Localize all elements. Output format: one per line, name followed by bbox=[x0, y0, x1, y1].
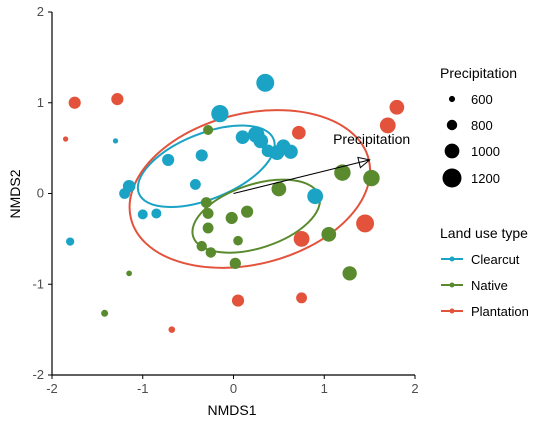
x-tick-label: 1 bbox=[321, 381, 328, 396]
point-native bbox=[334, 164, 351, 181]
point-clearcut bbox=[162, 153, 175, 166]
color-legend-label: Plantation bbox=[471, 304, 529, 319]
point-plantation bbox=[296, 292, 307, 304]
x-tick-label: 0 bbox=[230, 381, 237, 396]
size-legend-label: 1000 bbox=[471, 144, 500, 159]
point-plantation bbox=[293, 230, 310, 247]
point-clearcut bbox=[235, 130, 250, 145]
color-legend-dot bbox=[449, 256, 455, 262]
point-native bbox=[241, 205, 254, 218]
point-clearcut bbox=[137, 209, 148, 220]
vector-arrow-head bbox=[357, 156, 371, 169]
color-legend-title: Land use type bbox=[440, 225, 528, 241]
size-legend-label: 1200 bbox=[471, 171, 500, 186]
point-clearcut bbox=[195, 149, 208, 162]
point-plantation bbox=[356, 214, 375, 233]
y-ticks: -2 -1 0 1 2 bbox=[32, 4, 52, 382]
point-clearcut bbox=[269, 145, 285, 161]
color-legend-dot bbox=[449, 308, 455, 314]
x-ticks: -2 -1 0 1 2 bbox=[46, 375, 419, 396]
point-clearcut bbox=[66, 237, 75, 246]
point-plantation bbox=[292, 125, 306, 140]
data-points bbox=[62, 73, 405, 333]
size-legend-key bbox=[442, 168, 462, 188]
x-tick-label: -1 bbox=[137, 381, 149, 396]
point-clearcut bbox=[112, 138, 119, 144]
point-clearcut bbox=[151, 208, 162, 219]
point-clearcut bbox=[256, 73, 275, 92]
precipitation-vector: Precipitation bbox=[233, 131, 410, 194]
point-clearcut bbox=[253, 133, 269, 149]
point-native bbox=[271, 181, 287, 197]
size-legend: Precipitation 600 800 1000 1200 bbox=[440, 65, 517, 188]
point-native bbox=[229, 257, 241, 270]
size-legend-key bbox=[446, 119, 458, 131]
size-legend-label: 800 bbox=[471, 118, 493, 133]
point-native bbox=[203, 124, 214, 135]
color-legend: Land use type Clearcut Native Plantation bbox=[440, 225, 529, 319]
ellipse-clearcut bbox=[136, 124, 276, 208]
size-legend-title: Precipitation bbox=[440, 65, 517, 81]
size-legend-key bbox=[444, 143, 460, 159]
point-clearcut bbox=[307, 188, 324, 205]
y-tick-label: 0 bbox=[37, 186, 44, 201]
point-plantation bbox=[168, 326, 176, 333]
size-legend-label: 600 bbox=[471, 92, 493, 107]
point-native bbox=[196, 240, 207, 252]
size-legend-key bbox=[448, 95, 456, 103]
point-plantation bbox=[389, 99, 405, 115]
point-native bbox=[363, 169, 380, 187]
color-legend-label: Native bbox=[471, 278, 508, 293]
point-plantation bbox=[111, 93, 124, 106]
point-plantation bbox=[62, 136, 69, 142]
vector-label: Precipitation bbox=[333, 131, 410, 147]
point-native bbox=[101, 309, 109, 317]
y-tick-label: 2 bbox=[37, 4, 44, 19]
point-native bbox=[342, 266, 357, 281]
point-native bbox=[126, 270, 132, 277]
point-plantation bbox=[68, 96, 81, 109]
point-plantation bbox=[379, 117, 396, 134]
point-native bbox=[202, 208, 214, 219]
point-clearcut bbox=[119, 188, 131, 199]
x-tick-label: 2 bbox=[411, 381, 418, 396]
point-clearcut bbox=[283, 144, 298, 159]
point-native bbox=[202, 222, 214, 234]
point-plantation bbox=[231, 294, 245, 307]
point-native bbox=[233, 235, 243, 246]
color-legend-dot bbox=[449, 282, 455, 288]
point-clearcut bbox=[211, 104, 229, 123]
point-clearcut bbox=[189, 178, 201, 190]
y-tick-label: -2 bbox=[32, 367, 44, 382]
point-native bbox=[205, 247, 217, 258]
x-axis-title: NMDS1 bbox=[207, 402, 256, 418]
y-tick-label: -1 bbox=[32, 276, 44, 291]
x-tick-label: -2 bbox=[46, 381, 58, 396]
y-tick-label: 1 bbox=[37, 95, 44, 110]
point-native bbox=[225, 211, 238, 225]
y-axis-title: NMDS2 bbox=[7, 169, 23, 218]
color-legend-label: Clearcut bbox=[471, 252, 520, 267]
point-native bbox=[321, 226, 337, 242]
point-native bbox=[200, 197, 212, 209]
vector-arrow-line bbox=[233, 159, 370, 194]
